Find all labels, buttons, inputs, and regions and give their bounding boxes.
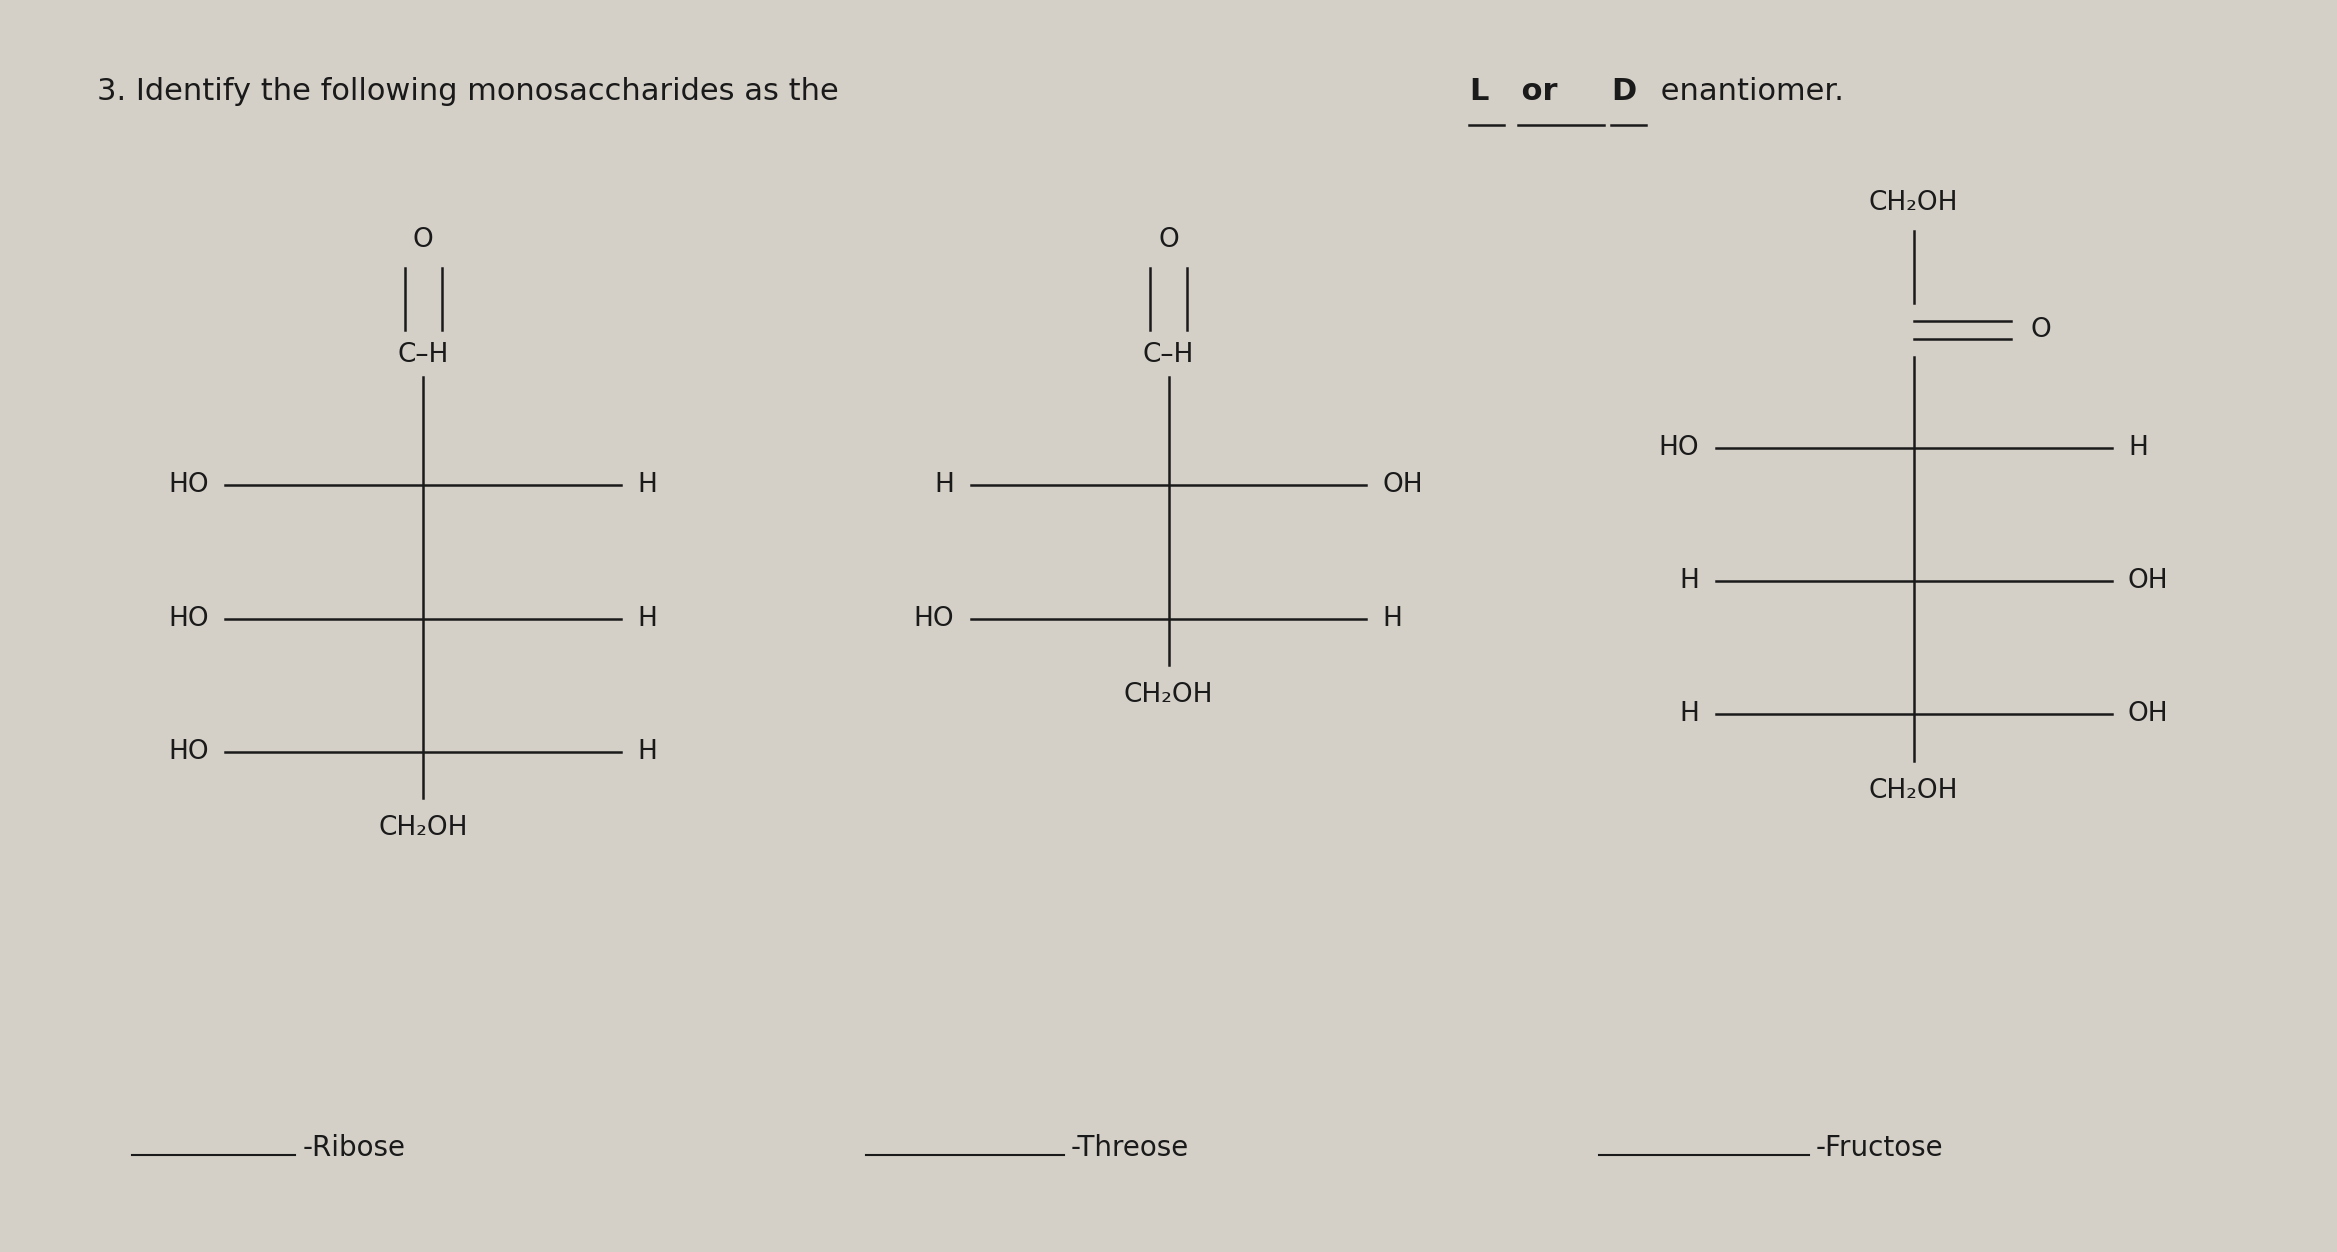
Text: OH: OH xyxy=(2129,701,2169,727)
Text: CH₂OH: CH₂OH xyxy=(379,815,467,841)
Text: enantiomer.: enantiomer. xyxy=(1650,76,1844,105)
Text: -Fructose: -Fructose xyxy=(1816,1134,1944,1162)
Text: 3. Identify the following monosaccharides as the: 3. Identify the following monosaccharide… xyxy=(98,76,848,105)
Text: HO: HO xyxy=(1659,436,1699,461)
Text: H: H xyxy=(1384,606,1402,631)
Text: CH₂OH: CH₂OH xyxy=(1870,189,1958,215)
Text: HO: HO xyxy=(168,606,208,631)
Text: L: L xyxy=(1470,76,1489,105)
Text: H: H xyxy=(935,472,953,498)
Text: H: H xyxy=(638,739,657,765)
Text: H: H xyxy=(1680,568,1699,595)
Text: -Threose: -Threose xyxy=(1070,1134,1190,1162)
Text: HO: HO xyxy=(168,739,208,765)
Text: H: H xyxy=(638,606,657,631)
Text: H: H xyxy=(1680,701,1699,727)
Text: or: or xyxy=(1510,76,1568,105)
Text: C–H: C–H xyxy=(397,342,449,368)
Text: O: O xyxy=(2031,317,2052,343)
Text: H: H xyxy=(2129,436,2148,461)
Text: CH₂OH: CH₂OH xyxy=(1870,779,1958,804)
Text: D: D xyxy=(1610,76,1636,105)
Text: CH₂OH: CH₂OH xyxy=(1124,682,1213,709)
Text: O: O xyxy=(1159,227,1178,253)
Text: OH: OH xyxy=(1384,472,1423,498)
Text: HO: HO xyxy=(914,606,953,631)
Text: -Ribose: -Ribose xyxy=(301,1134,404,1162)
Text: O: O xyxy=(414,227,435,253)
Text: OH: OH xyxy=(2129,568,2169,595)
Text: H: H xyxy=(638,472,657,498)
Text: HO: HO xyxy=(168,472,208,498)
Text: C–H: C–H xyxy=(1143,342,1194,368)
